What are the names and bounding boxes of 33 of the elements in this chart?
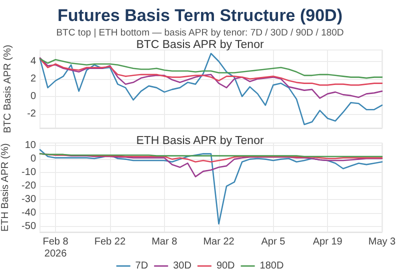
line-series <box>39 149 383 225</box>
line-series <box>39 58 383 86</box>
legend-label: 180D <box>260 260 284 272</box>
annotation: BTC Basis APR by Tenor <box>136 39 264 51</box>
line-series <box>39 52 383 126</box>
x-tick-label: Apr 19 <box>312 236 343 248</box>
x-tick-label: Apr 5 <box>261 236 286 248</box>
x-tick-label: Feb 8 2026 <box>42 236 69 260</box>
y-tick-label: 10 <box>24 140 36 152</box>
y-tick-label: -10 <box>22 167 36 178</box>
y-tick-label: -40 <box>22 208 36 219</box>
y-tick-label: 2 <box>30 73 36 84</box>
x-tick-label: May 3 <box>368 236 396 248</box>
x-tick-label: Mar 8 <box>152 236 178 248</box>
y-tick-label: -30 <box>22 194 36 206</box>
line-series <box>39 57 383 99</box>
y-tick-label: -20 <box>22 180 36 192</box>
legend-label: 30D <box>173 260 192 272</box>
legend-label: 7D <box>135 260 148 272</box>
y-tick-label: 0 <box>30 154 36 165</box>
chart-title: ETH Basis APR by Tenor <box>136 135 264 147</box>
y-tick-label: 0 <box>30 90 36 102</box>
x-tick-label: Feb 22 <box>94 236 126 248</box>
legend-label: 90D <box>216 260 235 272</box>
y-axis-title: ETH Basis APR (%) <box>0 143 12 232</box>
y-tick-label: -2 <box>27 108 36 120</box>
chart-title: Futures Basis Term Structure (90D) <box>58 6 342 25</box>
y-tick-label: -50 <box>22 221 36 232</box>
chart-subtitle: BTC top | ETH bottom — basis APR by tenor: 7D / 30D / 90D / 180D <box>56 28 344 38</box>
y-axis-title: BTC Basis APR (%) <box>2 44 14 134</box>
x-tick-label: Mar 22 <box>203 236 235 248</box>
y-tick-label: 4 <box>30 56 36 67</box>
line-series <box>39 58 383 79</box>
